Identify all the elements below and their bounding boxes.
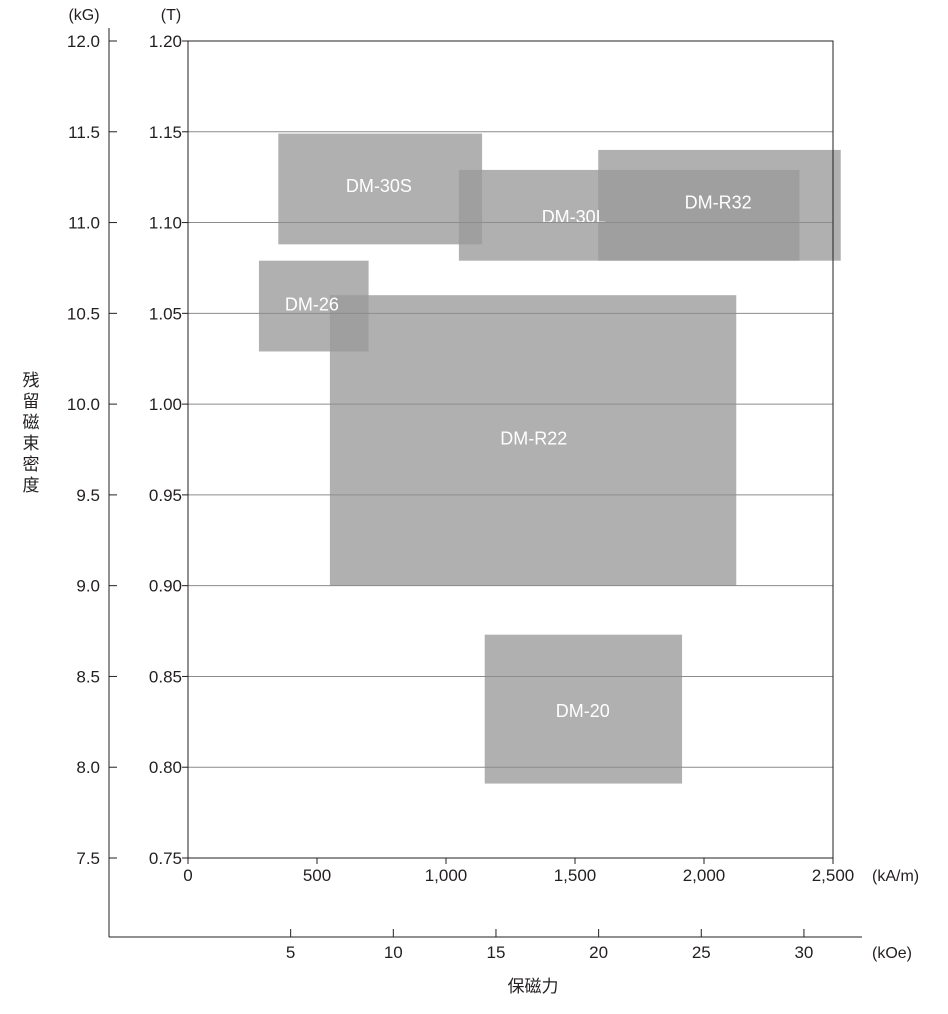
plot-frame [187, 40, 834, 859]
y-secondary-tick-label: 12.0 [67, 32, 100, 51]
x-secondary-tick-label: 30 [794, 943, 813, 962]
y-axis-title-char: 密 [23, 455, 40, 474]
y-secondary-tick-label: 10.5 [67, 304, 100, 323]
x-primary-tick-label: 1,000 [425, 866, 468, 885]
x-secondary-tick-label: 5 [286, 943, 295, 962]
x-primary-unit: (kA/m) [872, 868, 919, 885]
x-primary-tick-label: 500 [303, 866, 331, 885]
x-primary-tick-label: 1,500 [554, 866, 597, 885]
region-dm-20-box [484, 634, 683, 784]
x-secondary-tick-label: 20 [589, 943, 608, 962]
region-dm-20-label: DM-20 [556, 701, 610, 721]
region-dm-30s-label: DM-30S [346, 176, 412, 196]
y-primary-tick-label: 0.95 [149, 486, 182, 505]
x-secondary-tick-label: 25 [692, 943, 711, 962]
y-primary-tick-label: 1.15 [149, 123, 182, 142]
y-secondary-tick-label: 11.0 [68, 214, 100, 233]
y-primary-unit: (T) [161, 7, 181, 24]
y-secondary-unit: (kG) [68, 7, 99, 24]
region-dm-r32-label: DM-R32 [685, 193, 752, 213]
labels-layer: (kG) (T) (kA/m) (kOe) 保磁力 残留磁束密度 7.5 0.75… [23, 7, 920, 996]
region-dm-r22-label: DM-R22 [500, 429, 567, 449]
y-primary-tick-label: 1.05 [149, 304, 182, 323]
region-dm-30s-box [278, 133, 483, 245]
y-primary-tick-label: 0.75 [149, 849, 182, 868]
y-secondary-tick-label: 7.5 [76, 849, 100, 868]
x-secondary-tick-label: 10 [384, 943, 403, 962]
y-primary-tick-label: 0.85 [149, 667, 182, 686]
x-axis-title: 保磁力 [508, 977, 559, 996]
y-axis-title: 残留磁束密度 [23, 371, 40, 495]
regions-layer: DM-30S DM-30L DM-R32 DM-26 DM-R22 DM-20 [258, 133, 841, 784]
y-primary-tick-label: 1.10 [149, 214, 182, 233]
axes-layer [108, 28, 862, 938]
y-primary-tick-label: 1.20 [149, 32, 182, 51]
y-axis-title-char: 度 [23, 476, 40, 495]
y-secondary-tick-label: 8.5 [76, 667, 100, 686]
x-primary-tick-label: 2,500 [812, 866, 855, 885]
y-secondary-tick-label: 11.5 [68, 123, 100, 142]
y-axis-title-char: 留 [23, 392, 40, 411]
region-dm-30l-label: DM-30L [542, 207, 606, 227]
ticks-layer [109, 40, 834, 937]
region-dm-26-label: DM-26 [285, 294, 339, 314]
x-primary-tick-label: 2,000 [683, 866, 726, 885]
y-primary-tick-label: 1.00 [149, 395, 182, 414]
y-secondary-tick-label: 9.5 [76, 486, 100, 505]
y-secondary-tick-label: 8.0 [76, 758, 100, 777]
x-secondary-tick-label: 15 [487, 943, 506, 962]
y-secondary-tick-label: 10.0 [67, 395, 100, 414]
y-axis-title-group: 残留磁束密度 [23, 371, 40, 495]
y-axis-title-char: 束 [23, 434, 40, 453]
x-primary-tick-label: 0 [183, 866, 192, 885]
y-secondary-tick-label: 9.0 [76, 577, 100, 596]
region-dm-r32-box [598, 149, 841, 261]
grid-layer [188, 131, 833, 768]
y-axis-title-char: 磁 [23, 413, 40, 432]
x-secondary-unit: (kOe) [872, 945, 912, 962]
y-primary-tick-label: 0.80 [149, 758, 182, 777]
region-dm-r22-box [329, 295, 737, 586]
y-axis-title-char: 残 [23, 371, 40, 390]
y-primary-tick-label: 0.90 [149, 577, 182, 596]
